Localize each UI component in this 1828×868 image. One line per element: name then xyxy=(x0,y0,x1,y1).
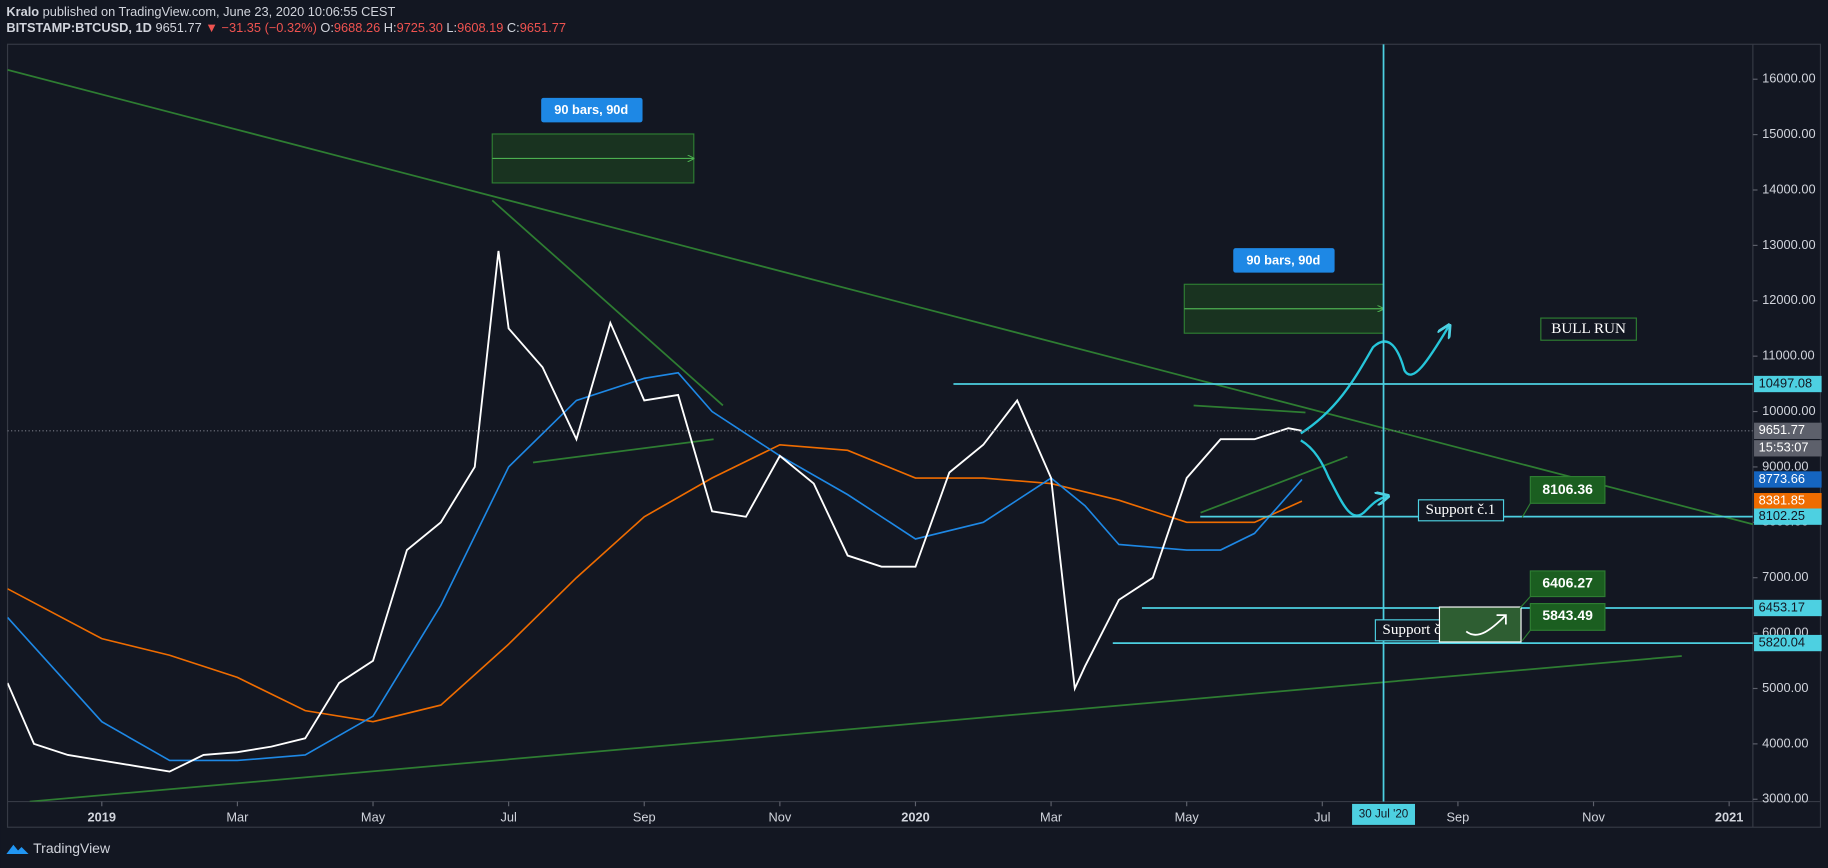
price-label: 8773.66 xyxy=(1759,471,1805,486)
support-box xyxy=(1417,499,1505,522)
series-line xyxy=(7,371,1303,762)
publisher: Kralo published on TradingView.com, June… xyxy=(6,4,395,19)
ohlc-h-label: H: xyxy=(384,21,397,36)
range-label-box xyxy=(541,97,643,123)
support-1: Support č.1 xyxy=(1426,502,1496,518)
x-tick-label: Sep xyxy=(633,809,656,824)
y-tick-label: 4000.00 xyxy=(1762,735,1808,750)
y-tick-label: 16000.00 xyxy=(1762,71,1815,86)
price-label: 9651.77 xyxy=(1759,422,1805,437)
y-tick-label: 7000.00 xyxy=(1762,569,1808,584)
ohlc-c-label: C: xyxy=(507,21,520,36)
range-label-box xyxy=(1233,248,1335,273)
range-label: 90 bars, 90d xyxy=(1246,252,1320,267)
y-tick-label: 10000.00 xyxy=(1762,403,1815,418)
price-label-box xyxy=(1754,375,1822,393)
x-tick-label: Nov xyxy=(768,809,791,824)
price-label-box xyxy=(1754,471,1822,488)
price-label-box xyxy=(1754,422,1822,439)
ohlc-c: 9651.77 xyxy=(520,21,566,36)
price-label-box xyxy=(1754,599,1822,617)
x-tick-label: Sep xyxy=(1447,809,1470,824)
x-tick-label: Mar xyxy=(1040,809,1063,824)
x-tick-label: May xyxy=(1175,809,1200,824)
brand: TradingView xyxy=(33,840,111,856)
y-tick-label: 15000.00 xyxy=(1762,126,1815,141)
y-tick-label: 13000.00 xyxy=(1762,237,1815,252)
series-line xyxy=(7,250,1303,773)
countdown-box xyxy=(1754,440,1822,457)
target-1: 8106.36 xyxy=(1542,481,1593,497)
ohlc-l-label: L: xyxy=(446,21,457,36)
price-label: 5820.04 xyxy=(1759,634,1805,649)
author: Kralo xyxy=(6,4,39,19)
x-tick-label: 2020 xyxy=(901,809,929,824)
y-tick-label: 3000.00 xyxy=(1762,791,1808,806)
trendline xyxy=(532,438,714,464)
forecast-up xyxy=(1300,326,1449,435)
bull-run-box xyxy=(1540,317,1637,341)
forecast-down xyxy=(1300,439,1387,517)
y-tick-label: 14000.00 xyxy=(1762,181,1815,196)
ohlc-h: 9725.30 xyxy=(397,21,443,36)
symbol-line: BITSTAMP:BTCUSD, 1D 9651.77 ▼ −31.35 (−0… xyxy=(6,21,566,36)
target-2: 6406.27 xyxy=(1542,574,1593,590)
y-tick-label: 12000.00 xyxy=(1762,292,1815,307)
price-label-box xyxy=(1754,634,1822,652)
published: published on TradingView.com, June 23, 2… xyxy=(43,4,396,19)
price-label: 10497.08 xyxy=(1759,375,1812,390)
support-2: Support č.2 xyxy=(1382,622,1452,638)
arrow: ▼ xyxy=(205,21,218,36)
x-tick-label: 2021 xyxy=(1715,809,1743,824)
ohlc-o-label: O: xyxy=(320,21,334,36)
price-label: 8102.25 xyxy=(1759,508,1805,523)
change: −31.35 (−0.32%) xyxy=(222,21,317,36)
logo xyxy=(6,844,29,855)
y-tick-label: 9000.00 xyxy=(1762,458,1808,473)
symbol: BITSTAMP:BTCUSD, 1D xyxy=(6,21,152,36)
x-tick-label: Mar xyxy=(226,809,249,824)
ohlc-o: 9688.26 xyxy=(334,21,380,36)
range-label: 90 bars, 90d xyxy=(554,102,628,117)
crosshair-label: 30 Jul '20 xyxy=(1359,807,1409,820)
x-tick-label: Jul xyxy=(500,809,516,824)
callout-box xyxy=(1521,602,1606,642)
callouts: 8106.36 6406.27 5843.49 xyxy=(1519,475,1606,642)
plot xyxy=(7,44,1753,802)
footer: TradingView xyxy=(6,840,111,856)
y-tick-label: 5000.00 xyxy=(1762,680,1808,695)
price-label: 6453.17 xyxy=(1759,599,1805,614)
price-label: 8381.85 xyxy=(1759,493,1805,508)
ohlc-l: 9608.19 xyxy=(457,21,503,36)
trendline xyxy=(491,199,724,407)
price-label-box xyxy=(1754,493,1822,510)
bull-run: BULL RUN xyxy=(1551,321,1626,337)
x-tick-label: Jul xyxy=(1314,809,1330,824)
last: 9651.77 xyxy=(155,21,201,36)
countdown: 15:53:07 xyxy=(1759,440,1809,455)
x-tick-label: May xyxy=(361,809,386,824)
trendline xyxy=(29,655,1682,802)
y-tick-label: 11000.00 xyxy=(1762,348,1814,363)
callout-box xyxy=(1521,475,1606,518)
trendline xyxy=(1193,404,1306,414)
callout-box xyxy=(1519,570,1606,609)
arrow-box xyxy=(1438,606,1522,643)
x-tick-label: Nov xyxy=(1582,809,1605,824)
price-label-box xyxy=(1754,508,1822,525)
series-line xyxy=(7,443,1303,723)
x-tick-label: 2019 xyxy=(88,809,116,824)
target-3: 5843.49 xyxy=(1542,607,1593,623)
crosshair-label-box xyxy=(1352,803,1415,825)
trendline xyxy=(7,69,1753,526)
arrow-icon xyxy=(1465,614,1507,636)
